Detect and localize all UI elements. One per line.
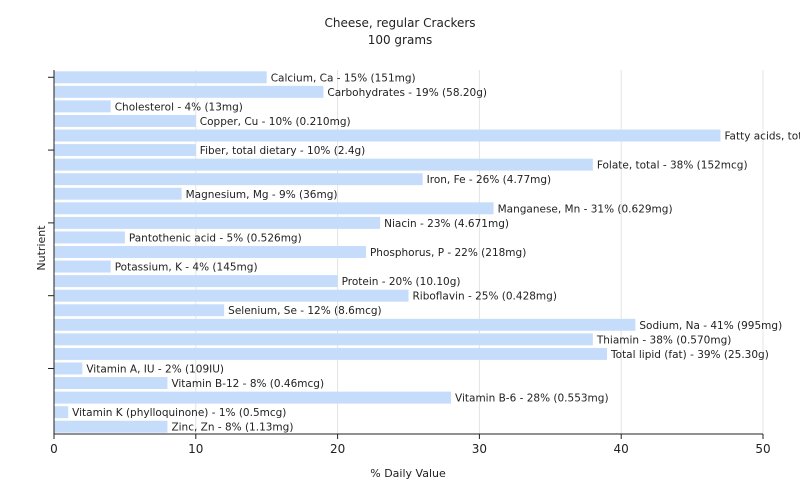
bar xyxy=(54,71,267,84)
bar-label: Vitamin A, IU - 2% (109IU) xyxy=(86,363,224,375)
bar-label: Sodium, Na - 41% (995mg) xyxy=(639,320,782,332)
bars: Calcium, Ca - 15% (151mg) Carbohydrates -… xyxy=(54,71,800,434)
bar xyxy=(54,85,324,98)
bar xyxy=(54,333,593,346)
bar-label: Copper, Cu - 10% (0.210mg) xyxy=(200,116,351,128)
bar-label: Fatty acids, total saturated - 47% (9.37… xyxy=(724,131,800,143)
bar-label: Folate, total - 38% (152mcg) xyxy=(597,160,748,172)
x-tick-label: 10 xyxy=(188,442,203,456)
bar-label: Magnesium, Mg - 9% (36mg) xyxy=(186,189,338,201)
bar xyxy=(54,377,168,390)
bar xyxy=(54,114,196,127)
bar-label: Zinc, Zn - 8% (1.13mg) xyxy=(171,422,293,434)
bar xyxy=(54,289,409,302)
bar xyxy=(54,202,494,215)
bar xyxy=(54,347,608,360)
x-tick-label: 20 xyxy=(330,442,345,456)
bar-label: Phosphorus, P - 22% (218mg) xyxy=(370,247,526,259)
bar-label: Thiamin - 38% (0.570mg) xyxy=(596,334,732,346)
bar xyxy=(54,129,721,142)
chart-title: Cheese, regular Crackers xyxy=(324,16,476,30)
bar-label: Pantothenic acid - 5% (0.526mg) xyxy=(129,232,302,244)
bar xyxy=(54,420,168,433)
bar-label: Vitamin B-6 - 28% (0.553mg) xyxy=(455,393,609,405)
x-axis-label: % Daily Value xyxy=(370,467,446,480)
bar xyxy=(54,158,593,171)
x-tick-label: 30 xyxy=(472,442,487,456)
bar-label: Calcium, Ca - 15% (151mg) xyxy=(271,72,416,84)
bar xyxy=(54,173,423,186)
bar-label: Riboflavin - 25% (0.428mg) xyxy=(413,291,557,303)
bar-label: Total lipid (fat) - 39% (25.30g) xyxy=(610,349,769,361)
axes: 0 10 20 30 40 50 xyxy=(48,70,771,456)
bar xyxy=(54,304,225,317)
bar-label: Selenium, Se - 12% (8.6mcg) xyxy=(228,305,381,317)
bar-label: Niacin - 23% (4.671mg) xyxy=(384,218,509,230)
bar-label: Iron, Fe - 26% (4.77mg) xyxy=(427,174,551,186)
bar-label: Carbohydrates - 19% (58.20g) xyxy=(327,87,487,99)
bar-label: Fiber, total dietary - 10% (2.4g) xyxy=(200,145,365,157)
x-tick-label: 0 xyxy=(50,442,58,456)
bar xyxy=(54,318,636,331)
bar xyxy=(54,260,111,273)
bar xyxy=(54,406,69,419)
x-tick-label: 40 xyxy=(614,442,629,456)
bar xyxy=(54,246,366,258)
bar-label: Protein - 20% (10.10g) xyxy=(342,276,461,288)
bar xyxy=(54,216,381,229)
bar xyxy=(54,275,338,288)
bar-label: Cholesterol - 4% (13mg) xyxy=(115,101,243,113)
bar-label: Vitamin K (phylloquinone) - 1% (0.5mcg) xyxy=(72,407,286,419)
x-tick-label: 50 xyxy=(755,442,770,456)
bar-label: Vitamin B-12 - 8% (0.46mcg) xyxy=(171,378,324,390)
bar xyxy=(54,187,182,200)
bar-label: Manganese, Mn - 31% (0.629mg) xyxy=(498,203,673,215)
bar xyxy=(54,362,83,375)
bar xyxy=(54,231,125,244)
y-axis-label: Nutrient xyxy=(35,225,48,271)
bar xyxy=(54,144,196,157)
bar xyxy=(54,391,452,404)
bar-label: Potassium, K - 4% (145mg) xyxy=(115,262,258,274)
chart-subtitle: 100 grams xyxy=(367,33,433,47)
bar xyxy=(54,100,111,113)
